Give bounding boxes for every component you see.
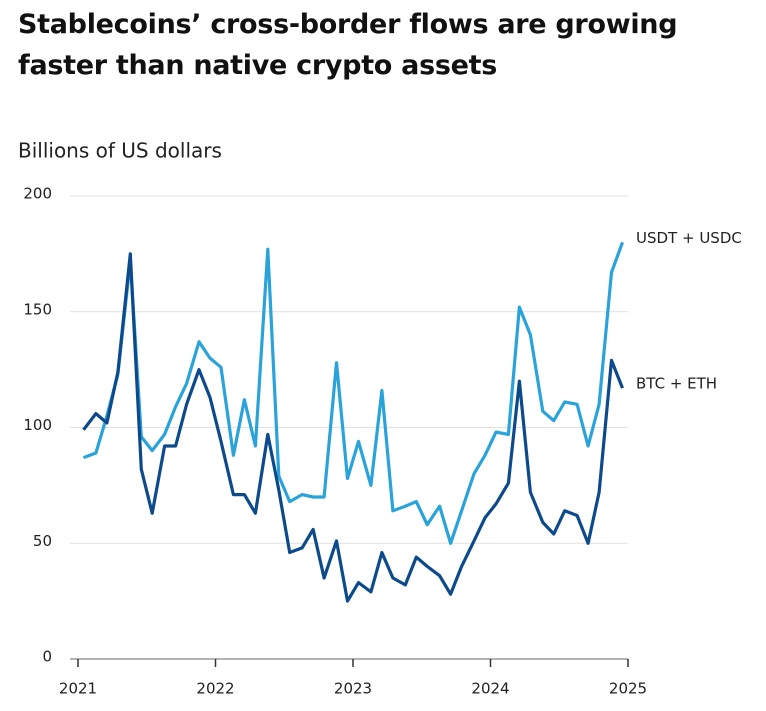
x-tick-label: 2021 (59, 680, 97, 698)
x-tick-label: 2024 (471, 680, 509, 698)
y-axis-label: Billions of US dollars (18, 139, 222, 163)
series-line (82, 252, 624, 603)
y-tick-label: 150 (23, 300, 52, 318)
x-tick-label: 2025 (609, 680, 647, 698)
chart-title: Stablecoins’ cross-border flows are grow… (18, 9, 678, 81)
series-line (82, 241, 625, 545)
series-label: BTC + ETH (636, 375, 717, 393)
x-tick-label: 2023 (334, 680, 372, 698)
series-label: USDT + USDC (636, 229, 742, 247)
y-tick-label: 100 (23, 416, 52, 434)
y-tick-label: 200 (23, 185, 52, 203)
y-tick-label: 0 (42, 648, 52, 666)
y-tick-label: 50 (33, 532, 52, 550)
x-tick-label: 2022 (196, 680, 234, 698)
